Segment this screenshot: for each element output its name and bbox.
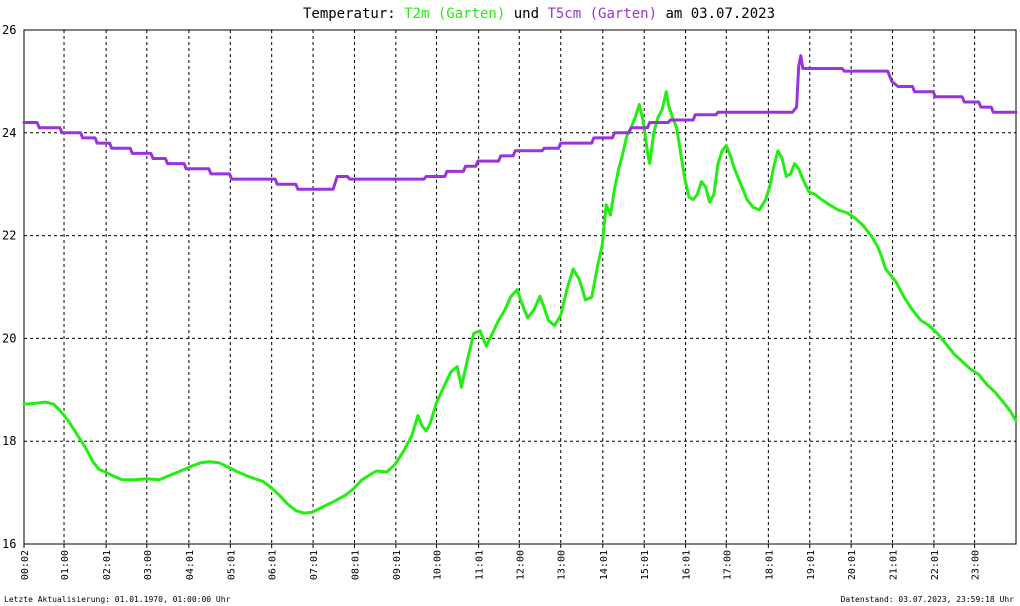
footer-last-update: Letzte Aktualisierung: 01.01.1970, 01:00… (4, 595, 231, 604)
x-tick-label: 04:01 (185, 550, 196, 580)
x-tick-label: 06:01 (268, 550, 279, 580)
series-layer (22, 54, 1018, 515)
y-tick-label: 24 (2, 126, 16, 140)
x-tick-label: 17:00 (722, 550, 733, 580)
series-line-t5cm (22, 54, 1018, 191)
x-tick-label: 14:01 (599, 550, 610, 580)
x-tick-label: 07:01 (309, 550, 320, 580)
x-tick-label: 02:01 (102, 550, 113, 580)
x-tick-label: 12:00 (515, 550, 526, 580)
x-tick-label: 15:01 (640, 550, 651, 580)
plot-area-frame (23, 29, 1017, 545)
title-suffix: am 03.07.2023 (657, 6, 775, 22)
x-tick-label: 11:01 (475, 550, 486, 580)
title-series-t5cm: T5cm (Garten) (547, 6, 657, 22)
x-axis-ticks: 00:02 01:00 02:01 03:00 04:01 05:01 06:01 07:01… (20, 544, 982, 580)
title-series-t2m: T2m (Garten) (404, 6, 505, 22)
x-tick-label: 09:01 (392, 550, 403, 580)
title-prefix: Temperatur: (303, 6, 404, 22)
x-tick-label: 00:02 (20, 550, 31, 580)
y-tick-label: 26 (2, 23, 16, 37)
title-mid: und (505, 6, 547, 22)
x-tick-label: 05:01 (226, 550, 237, 580)
grid (24, 30, 1016, 544)
y-tick-label: 16 (2, 537, 16, 551)
x-tick-label: 18:01 (764, 550, 775, 580)
x-tick-label: 23:00 (971, 550, 982, 580)
y-tick-label: 18 (2, 434, 16, 448)
x-tick-label: 22:01 (930, 550, 941, 580)
x-tick-label: 19:01 (806, 550, 817, 580)
footer-data-status: Datenstand: 03.07.2023, 23:59:18 Uhr (841, 595, 1015, 604)
y-tick-label: 20 (2, 331, 16, 345)
x-tick-label: 13:00 (557, 550, 568, 580)
x-tick-label: 20:01 (847, 550, 858, 580)
x-tick-label: 01:00 (60, 550, 71, 580)
x-tick-label: 03:00 (143, 550, 154, 580)
x-tick-label: 21:01 (889, 550, 900, 580)
x-tick-label: 16:01 (682, 550, 693, 580)
y-tick-label: 22 (2, 229, 16, 243)
series-line-t2m (22, 90, 1018, 515)
x-tick-label: 08:01 (350, 550, 361, 580)
chart-title: Temperatur: T2m (Garten) und T5cm (Garte… (303, 6, 775, 22)
y-axis-ticks: 16 18 20 22 24 26 (2, 23, 16, 551)
x-tick-label: 10:00 (433, 550, 444, 580)
